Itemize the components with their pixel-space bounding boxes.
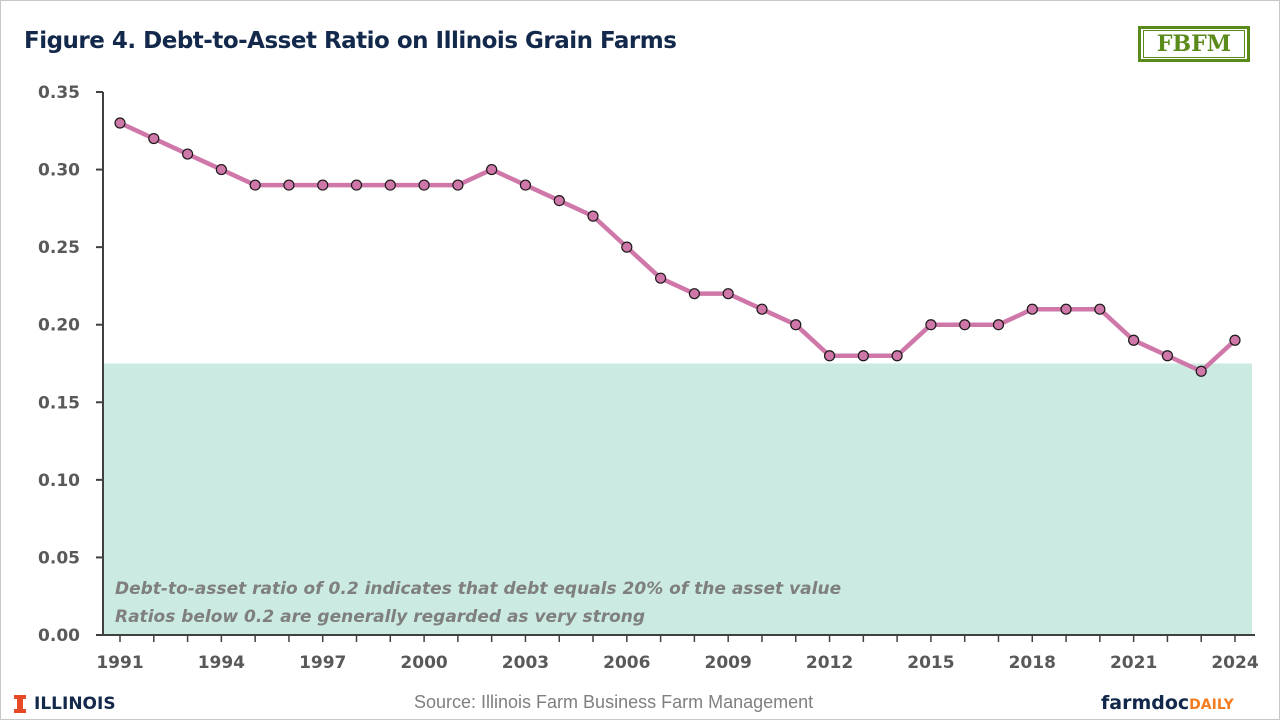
data-point xyxy=(891,350,903,362)
x-tick-label: 2015 xyxy=(907,653,954,673)
x-tick-label: 2006 xyxy=(603,653,650,673)
y-tick-label: 0.00 xyxy=(38,626,80,646)
x-tick-label: 2009 xyxy=(705,653,752,673)
x-tick-label: 2012 xyxy=(806,653,853,673)
data-point xyxy=(114,117,126,129)
x-tick-label: 1991 xyxy=(96,653,143,673)
data-point xyxy=(823,350,836,362)
data-point xyxy=(452,179,464,191)
source-note: Source: Illinois Farm Business Farm Mana… xyxy=(414,692,814,712)
data-point xyxy=(587,210,599,222)
fbfm-logo: FBFM xyxy=(1138,26,1250,62)
annotation-line-1: Debt-to-asset ratio of 0.2 indicates tha… xyxy=(115,579,841,599)
data-point xyxy=(857,350,869,362)
annotation-line-2: Ratios below 0.2 are generally regarded … xyxy=(115,607,645,627)
strong-ratio-band xyxy=(103,363,1252,635)
data-point xyxy=(1094,303,1106,315)
y-tick-label: 0.15 xyxy=(38,393,80,413)
data-point xyxy=(249,179,261,191)
illinois-logo: ILLINOIS xyxy=(14,694,116,714)
data-point xyxy=(688,288,700,300)
fbfm-logo-text: FBFM xyxy=(1143,30,1245,58)
data-point xyxy=(756,303,768,315)
y-tick-label: 0.10 xyxy=(38,471,80,491)
data-point xyxy=(790,319,802,331)
x-tick-label: 1997 xyxy=(299,653,346,673)
debt-ratio-series-line xyxy=(119,120,1237,374)
chart-title: Figure 4. Debt-to-Asset Ratio on Illinoi… xyxy=(24,28,677,54)
data-point xyxy=(148,132,160,145)
y-tick-label: 0.25 xyxy=(38,238,80,258)
data-point xyxy=(1195,365,1207,377)
y-tick-label: 0.20 xyxy=(38,316,80,336)
data-point xyxy=(959,319,971,331)
block-i-icon xyxy=(14,695,26,713)
x-tick-label: 2021 xyxy=(1110,653,1157,673)
data-point xyxy=(1026,303,1038,315)
daily-wordmark: DAILY xyxy=(1189,697,1234,713)
data-point xyxy=(350,179,363,191)
data-point xyxy=(317,179,329,191)
x-tick-label: 1994 xyxy=(198,653,245,673)
data-point xyxy=(1060,303,1072,315)
illinois-wordmark: ILLINOIS xyxy=(34,694,116,714)
x-tick-label: 2000 xyxy=(400,653,447,673)
data-point xyxy=(1161,350,1174,362)
data-point xyxy=(283,179,295,191)
data-point xyxy=(215,163,227,176)
data-point xyxy=(181,148,194,160)
data-point xyxy=(486,163,498,176)
data-point xyxy=(1229,334,1241,346)
farmdoc-wordmark: farmdoc xyxy=(1101,692,1190,714)
x-tick-label: 2018 xyxy=(1009,653,1056,673)
data-point xyxy=(655,272,667,284)
data-point xyxy=(992,319,1005,331)
data-point xyxy=(553,195,565,207)
data-point xyxy=(722,288,734,300)
data-point xyxy=(621,241,633,253)
farmdoc-daily-logo: farmdocDAILY xyxy=(1101,692,1234,714)
data-point xyxy=(418,179,430,191)
y-tick-label: 0.35 xyxy=(38,83,80,103)
y-tick-label: 0.05 xyxy=(38,548,80,568)
data-point xyxy=(519,179,532,191)
y-tick-label: 0.30 xyxy=(38,161,80,181)
x-tick-label: 2003 xyxy=(502,653,549,673)
data-point xyxy=(1128,334,1140,346)
data-point xyxy=(384,179,396,191)
x-tick-label: 2024 xyxy=(1211,653,1258,673)
data-point xyxy=(925,319,937,331)
